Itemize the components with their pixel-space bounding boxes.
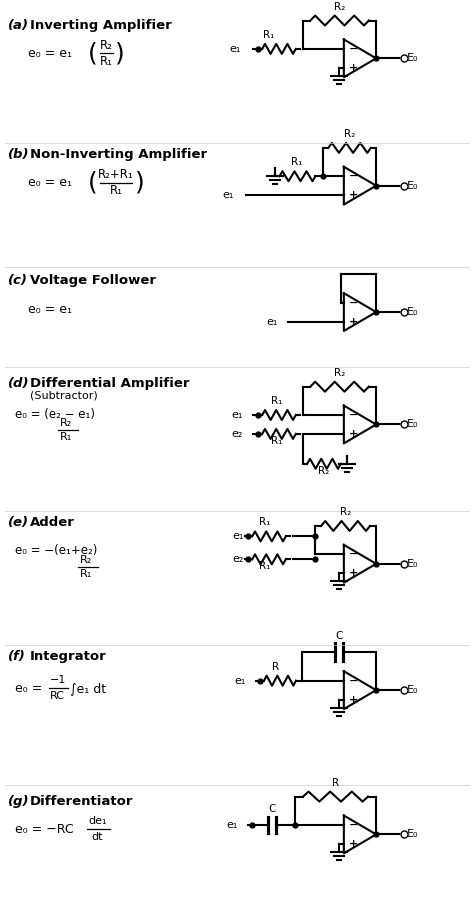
Text: R₂: R₂: [334, 2, 345, 12]
Text: e₂: e₂: [232, 429, 243, 439]
Text: (f): (f): [8, 651, 26, 664]
Text: R₂: R₂: [60, 419, 72, 429]
Text: ): ): [115, 41, 125, 66]
Text: Integrator: Integrator: [30, 651, 107, 664]
Text: (Subtractor): (Subtractor): [30, 390, 98, 400]
Text: de₁: de₁: [88, 816, 107, 826]
Text: E₀: E₀: [407, 420, 419, 430]
Text: −: −: [349, 171, 358, 181]
Text: E₀: E₀: [407, 686, 419, 696]
Text: R: R: [332, 778, 339, 788]
Text: R₁: R₁: [264, 30, 275, 40]
Text: e₀ = (e₂ − e₁): e₀ = (e₂ − e₁): [15, 408, 95, 421]
Text: −1: −1: [50, 675, 66, 686]
Text: +: +: [349, 316, 358, 326]
Text: +: +: [349, 429, 358, 439]
Text: (: (: [88, 41, 98, 66]
Text: R₂: R₂: [340, 507, 351, 517]
Text: +: +: [349, 695, 358, 705]
Text: e₁: e₁: [233, 531, 244, 541]
Text: (b): (b): [8, 148, 29, 161]
Text: R₁: R₁: [271, 436, 283, 446]
Text: E₀: E₀: [407, 829, 419, 839]
Text: R₁: R₁: [100, 55, 113, 68]
Text: R₁: R₁: [110, 184, 123, 197]
Text: dt: dt: [91, 833, 102, 843]
Text: −: −: [349, 410, 358, 420]
Text: e₀ = e₁: e₀ = e₁: [28, 47, 72, 59]
Text: e₀ = −RC: e₀ = −RC: [15, 823, 73, 836]
Text: C: C: [268, 804, 276, 814]
Text: −: −: [349, 549, 358, 559]
Text: R₂: R₂: [319, 466, 329, 475]
Text: Adder: Adder: [30, 516, 75, 529]
Text: (d): (d): [8, 377, 29, 389]
Text: R₂: R₂: [344, 129, 355, 139]
Text: Voltage Follower: Voltage Follower: [30, 274, 156, 287]
Text: R₁: R₁: [292, 157, 303, 167]
Text: R₂: R₂: [80, 555, 92, 565]
Text: e₁: e₁: [266, 316, 278, 326]
Text: −: −: [349, 675, 358, 686]
Text: +: +: [349, 190, 358, 200]
Text: Differential Amplifier: Differential Amplifier: [30, 377, 190, 389]
Text: R₂: R₂: [100, 39, 113, 52]
Text: (g): (g): [8, 794, 29, 808]
Text: +: +: [349, 569, 358, 579]
Text: E₀: E₀: [407, 558, 419, 569]
Text: e₁: e₁: [232, 410, 243, 420]
Text: RC: RC: [50, 691, 65, 701]
Text: (c): (c): [8, 274, 28, 287]
Text: +: +: [349, 63, 358, 73]
Text: e₀ = −(e₁+e₂): e₀ = −(e₁+e₂): [15, 545, 97, 558]
Text: E₀: E₀: [407, 53, 419, 63]
Text: R₁: R₁: [80, 569, 92, 579]
Text: R: R: [273, 662, 280, 672]
Text: −: −: [349, 44, 358, 54]
Text: e₀ =: e₀ =: [15, 682, 42, 695]
Text: (: (: [88, 171, 98, 195]
Text: R₂+R₁: R₂+R₁: [99, 168, 134, 181]
Text: −: −: [349, 298, 358, 308]
Text: R₁: R₁: [60, 432, 72, 442]
Text: Differentiator: Differentiator: [30, 794, 134, 808]
Text: R₁: R₁: [271, 396, 283, 406]
Text: ): ): [135, 171, 144, 195]
Text: E₀: E₀: [407, 181, 419, 191]
Text: e₀ = e₁: e₀ = e₁: [28, 176, 72, 189]
Text: ∫e₁ dt: ∫e₁ dt: [70, 682, 106, 695]
Text: (a): (a): [8, 18, 29, 32]
Text: e₂: e₂: [233, 554, 244, 564]
Text: (e): (e): [8, 516, 29, 529]
Text: e₁: e₁: [229, 44, 241, 54]
Text: Non-Inverting Amplifier: Non-Inverting Amplifier: [30, 148, 207, 161]
Text: e₁: e₁: [223, 190, 234, 200]
Text: e₁: e₁: [235, 675, 246, 686]
Text: R₁: R₁: [259, 561, 271, 571]
Text: −: −: [349, 820, 358, 830]
Text: R₂: R₂: [334, 367, 345, 377]
Text: e₁: e₁: [227, 820, 238, 830]
Text: C: C: [336, 632, 343, 642]
Text: e₀ = e₁: e₀ = e₁: [28, 303, 72, 315]
Text: E₀: E₀: [407, 307, 419, 317]
Text: R₁: R₁: [259, 517, 271, 527]
Text: +: +: [349, 839, 358, 849]
Text: Inverting Amplifier: Inverting Amplifier: [30, 18, 172, 32]
